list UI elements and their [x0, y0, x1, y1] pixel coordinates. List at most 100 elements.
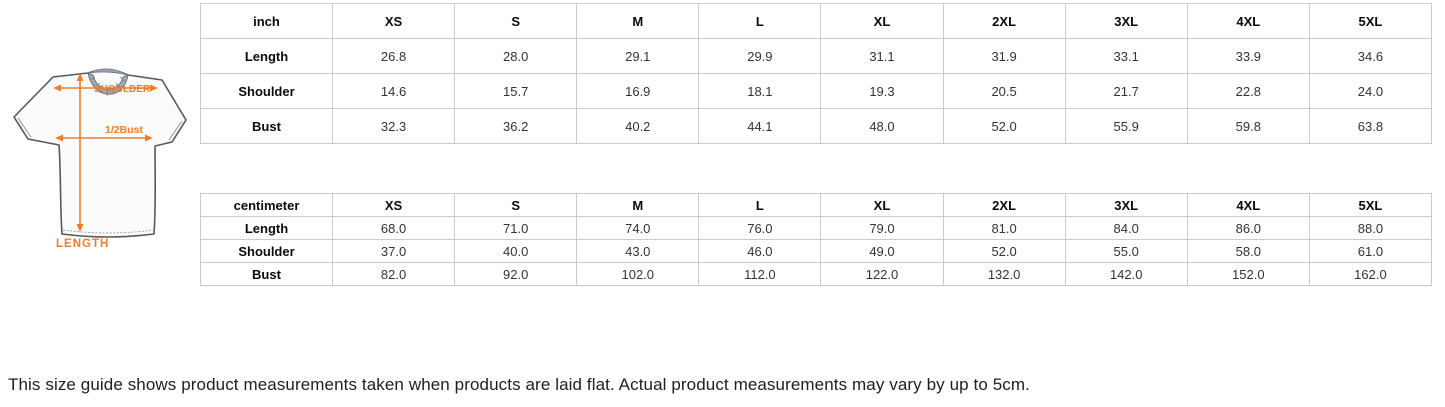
value-cell: 84.0	[1064, 216, 1188, 240]
value-cell: 29.1	[576, 38, 700, 74]
size-header-cell: 4XL	[1186, 193, 1310, 217]
measurement-row: Length 26.8 28.0 29.1 29.9 31.1 31.9 33.1 33.9 34…	[200, 38, 1433, 74]
size-header-cell: M	[576, 3, 700, 39]
value-cell: 76.0	[698, 216, 822, 240]
inch-size-table: inch XS S M L XL 2XL 3XL 4XL 5XL Length 26.8 28.0 29.…	[200, 3, 1433, 144]
row-label-cell: Shoulder	[200, 73, 333, 109]
value-cell: 132.0	[942, 262, 1066, 286]
value-cell: 68.0	[331, 216, 456, 240]
value-cell: 162.0	[1308, 262, 1433, 286]
size-header-cell: 3XL	[1064, 3, 1188, 39]
size-header-cell: 2XL	[942, 3, 1066, 39]
header-row: centimeter XS S M L XL 2XL 3XL 4XL 5XL	[200, 193, 1433, 217]
tshirt-measurement-diagram: SHOULDER 1/2Bust LENGTH	[13, 68, 187, 250]
value-cell: 21.7	[1064, 73, 1188, 109]
value-cell: 71.0	[454, 216, 578, 240]
size-header-cell: S	[454, 3, 578, 39]
value-cell: 40.2	[576, 108, 700, 144]
size-header-cell: 2XL	[942, 193, 1066, 217]
value-cell: 88.0	[1308, 216, 1433, 240]
bust-arrow-head-right	[145, 134, 153, 142]
value-cell: 36.2	[454, 108, 578, 144]
value-cell: 31.9	[942, 38, 1066, 74]
value-cell: 58.0	[1186, 239, 1310, 263]
value-cell: 19.3	[820, 73, 944, 109]
value-cell: 63.8	[1308, 108, 1433, 144]
header-row: inch XS S M L XL 2XL 3XL 4XL 5XL	[200, 3, 1433, 39]
unit-header-cell: inch	[200, 3, 333, 39]
value-cell: 86.0	[1186, 216, 1310, 240]
value-cell: 33.1	[1064, 38, 1188, 74]
bust-arrow-head-left	[55, 134, 63, 142]
value-cell: 122.0	[820, 262, 944, 286]
hem-stitch	[62, 229, 154, 234]
value-cell: 18.1	[698, 73, 822, 109]
value-cell: 55.9	[1064, 108, 1188, 144]
size-header-cell: 5XL	[1308, 3, 1433, 39]
value-cell: 37.0	[331, 239, 456, 263]
shoulder-arrow-head-left	[53, 84, 61, 92]
row-label-cell: Length	[200, 216, 333, 240]
inch-table-body: inch XS S M L XL 2XL 3XL 4XL 5XL Length 26.8 28.0 29.…	[200, 3, 1433, 144]
value-cell: 14.6	[331, 73, 456, 109]
left-cuff-stitch	[17, 117, 32, 138]
right-cuff-stitch	[168, 120, 183, 141]
value-cell: 52.0	[942, 239, 1066, 263]
value-cell: 26.8	[331, 38, 456, 74]
centimeter-table-body: centimeter XS S M L XL 2XL 3XL 4XL 5XL Length 68.0 7…	[200, 193, 1433, 286]
value-cell: 61.0	[1308, 239, 1433, 263]
row-label-cell: Bust	[200, 108, 333, 144]
value-cell: 16.9	[576, 73, 700, 109]
value-cell: 142.0	[1064, 262, 1188, 286]
value-cell: 82.0	[331, 262, 456, 286]
size-header-cell: 3XL	[1064, 193, 1188, 217]
bust-label: 1/2Bust	[105, 124, 143, 136]
size-header-cell: XL	[820, 193, 944, 217]
value-cell: 48.0	[820, 108, 944, 144]
length-arrow-head-bottom	[76, 224, 84, 232]
row-label-cell: Bust	[200, 262, 333, 286]
value-cell: 79.0	[820, 216, 944, 240]
measurement-row: Bust 32.3 36.2 40.2 44.1 48.0 52.0 55.9 59.8 63.8	[200, 108, 1433, 144]
value-cell: 24.0	[1308, 73, 1433, 109]
value-cell: 32.3	[331, 108, 456, 144]
shoulder-arrow-head-right	[150, 84, 158, 92]
value-cell: 40.0	[454, 239, 578, 263]
value-cell: 15.7	[454, 73, 578, 109]
row-label-cell: Length	[200, 38, 333, 74]
value-cell: 22.8	[1186, 73, 1310, 109]
value-cell: 112.0	[698, 262, 822, 286]
value-cell: 74.0	[576, 216, 700, 240]
value-cell: 31.1	[820, 38, 944, 74]
size-header-cell: S	[454, 193, 578, 217]
value-cell: 43.0	[576, 239, 700, 263]
unit-header-cell: centimeter	[200, 193, 333, 217]
value-cell: 152.0	[1186, 262, 1310, 286]
length-arrow-head-top	[76, 73, 84, 81]
size-header-cell: M	[576, 193, 700, 217]
shoulder-label: SHOULDER	[94, 84, 151, 95]
length-label: LENGTH	[56, 238, 109, 250]
value-cell: 33.9	[1186, 38, 1310, 74]
size-header-cell: L	[698, 3, 822, 39]
collar-band	[87, 72, 129, 95]
centimeter-size-table: centimeter XS S M L XL 2XL 3XL 4XL 5XL Length 68.0 7…	[200, 193, 1433, 286]
measurement-row: Length 68.0 71.0 74.0 76.0 79.0 81.0 84.0 86.0 88…	[200, 216, 1433, 240]
value-cell: 28.0	[454, 38, 578, 74]
value-cell: 49.0	[820, 239, 944, 263]
value-cell: 34.6	[1308, 38, 1433, 74]
value-cell: 44.1	[698, 108, 822, 144]
size-header-cell: XS	[331, 3, 456, 39]
value-cell: 20.5	[942, 73, 1066, 109]
value-cell: 59.8	[1186, 108, 1310, 144]
measurement-row: Shoulder 37.0 40.0 43.0 46.0 49.0 52.0 55.0 58.0…	[200, 239, 1433, 263]
size-header-cell: 5XL	[1308, 193, 1433, 217]
measurement-arrows	[53, 73, 158, 232]
value-cell: 81.0	[942, 216, 1066, 240]
value-cell: 46.0	[698, 239, 822, 263]
measurement-row: Bust 82.0 92.0 102.0 112.0 122.0 132.0 142.0 152…	[200, 262, 1433, 286]
size-header-cell: L	[698, 193, 822, 217]
value-cell: 55.0	[1064, 239, 1188, 263]
value-cell: 102.0	[576, 262, 700, 286]
